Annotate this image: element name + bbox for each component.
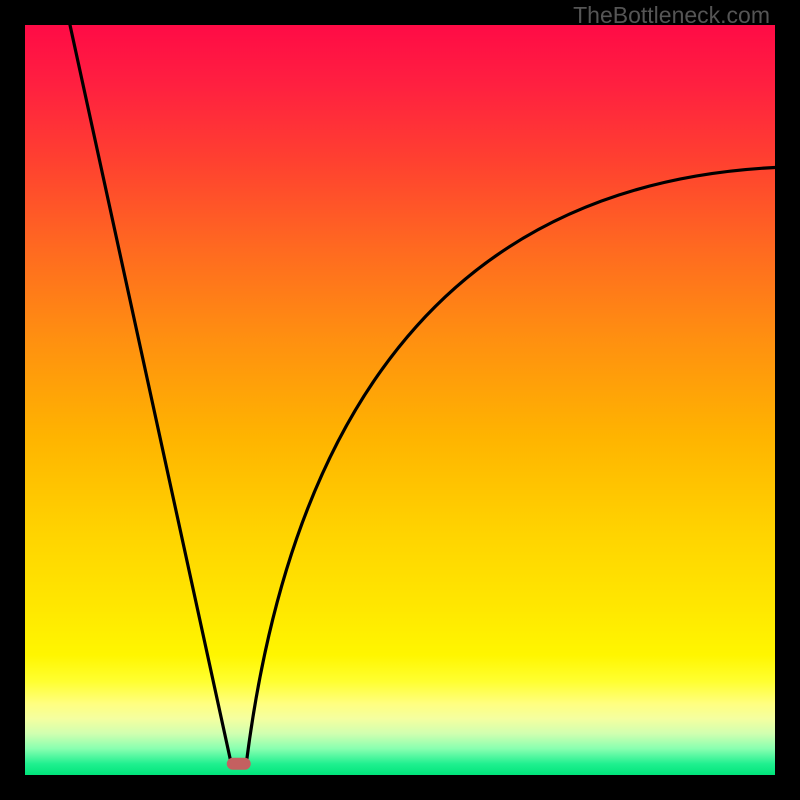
minimum-marker xyxy=(227,758,251,770)
chart-frame: TheBottleneck.com xyxy=(0,0,800,800)
watermark-text: TheBottleneck.com xyxy=(573,2,770,29)
plot-area xyxy=(25,25,775,775)
bottleneck-curve xyxy=(25,25,775,775)
